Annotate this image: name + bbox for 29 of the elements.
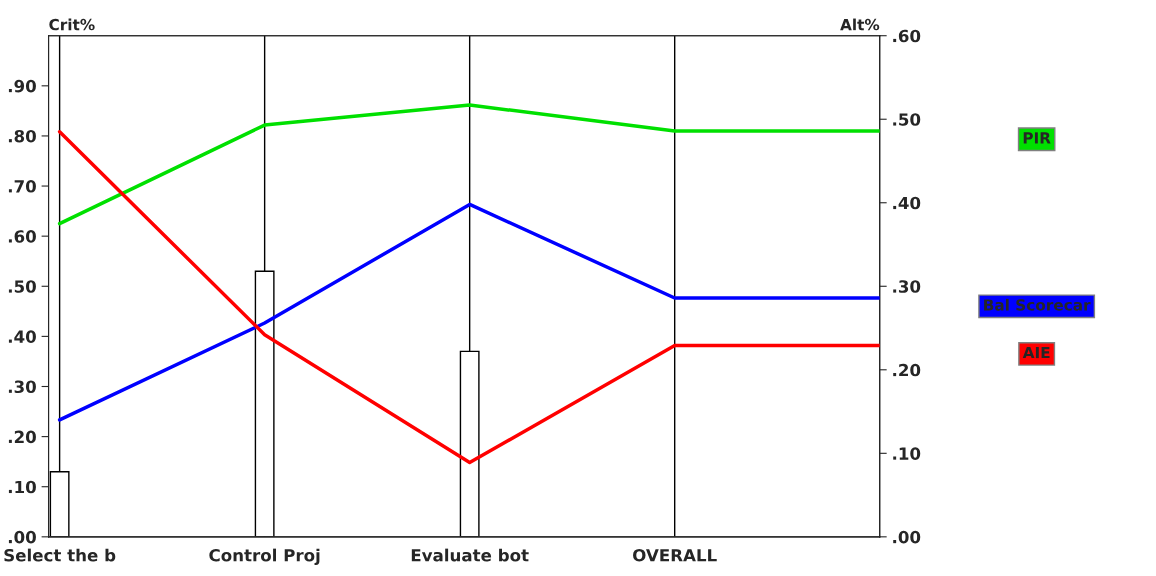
- y-tick-label: .70: [8, 180, 36, 193]
- y2-tick-label: .60: [893, 29, 921, 43]
- y2-tick-label: .00: [893, 530, 921, 544]
- y2-tick-label: .30: [893, 280, 921, 293]
- y-tick-label: .00: [8, 530, 36, 544]
- y-tick-label: .40: [8, 330, 36, 343]
- x-tick-label: Control Proj: [209, 548, 320, 565]
- y2-tick-label: .10: [893, 447, 921, 460]
- y-tick-label: .20: [8, 430, 36, 444]
- x-tick-label: Select the b: [4, 548, 116, 562]
- y-tick-label: .80: [8, 129, 36, 143]
- y-tick-label: .50: [8, 280, 36, 293]
- text: AIE: [1022, 346, 1050, 359]
- y-tick-label: .30: [8, 380, 36, 394]
- line-series: [57, 103, 880, 226]
- y-tick-label: .90: [8, 79, 36, 93]
- line-series: [57, 202, 880, 422]
- x-tick-label: Evaluate bot: [411, 548, 529, 562]
- y-axis-title: Crit%: [49, 18, 95, 31]
- y2-tick-label: .20: [893, 363, 921, 377]
- x-tick-label: OVERALL: [633, 548, 717, 562]
- y2-tick-label: .50: [893, 113, 921, 126]
- y-tick-label: .60: [8, 230, 36, 243]
- text: PIR: [1023, 132, 1051, 144]
- line-series: [57, 130, 880, 465]
- y2-axis-title: Alt%: [840, 18, 880, 31]
- text: Bal Scorecar: [984, 298, 1091, 311]
- y2-tick-label: .40: [893, 196, 921, 210]
- y-tick-label: .10: [8, 480, 36, 494]
